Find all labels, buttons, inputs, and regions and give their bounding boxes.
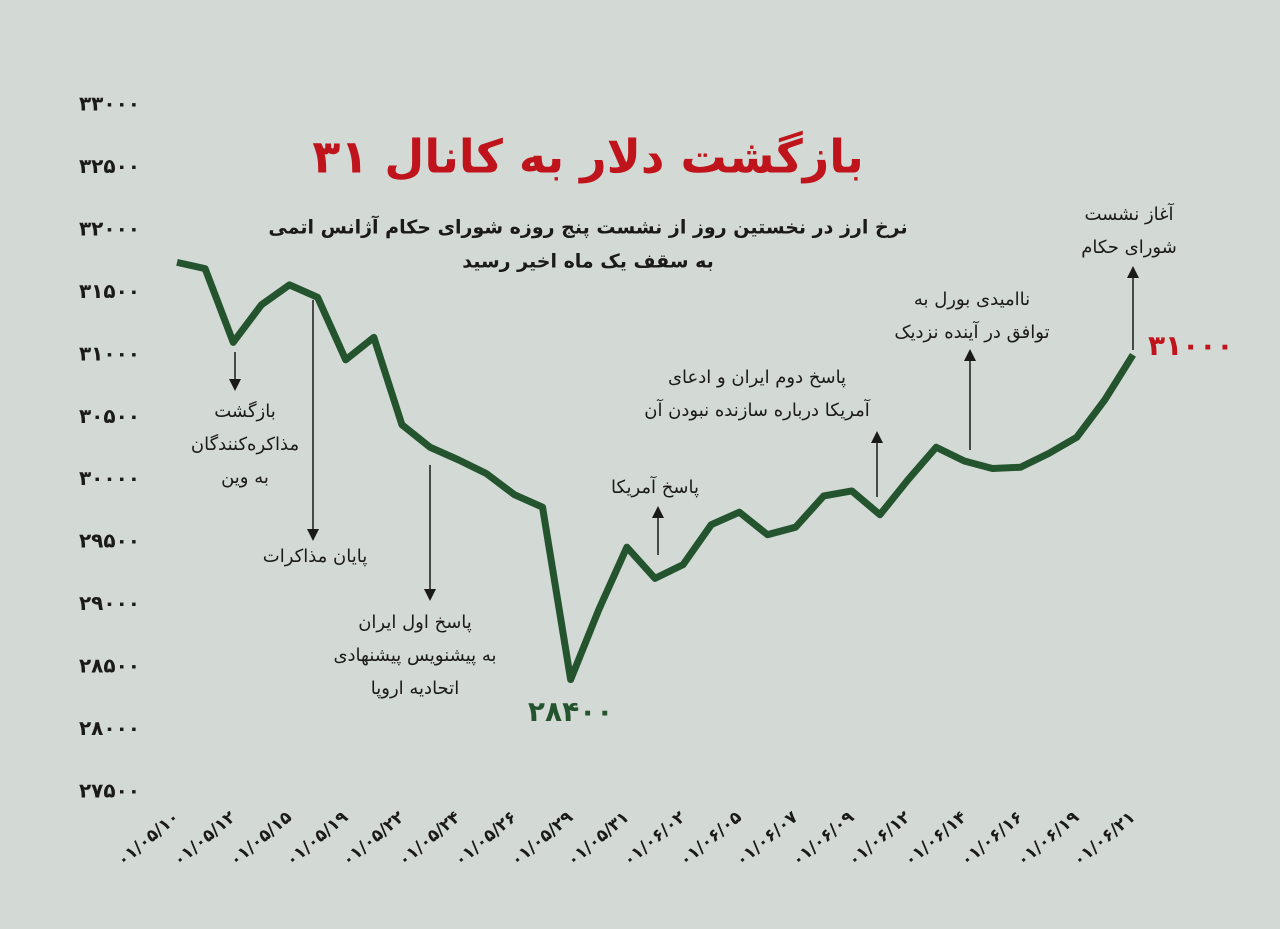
annotation: توافق در آینده نزدیک <box>894 320 1049 343</box>
annotation: شورای حکام <box>1081 237 1177 258</box>
y-tick-label: ۳۰۰۰۰ <box>79 466 140 490</box>
annotation: مذاکره‌کنندگان <box>191 433 299 455</box>
chart-subtitle: به سقف یک ماه اخیر رسید <box>462 251 714 273</box>
value-label: ۲۸۴۰۰ <box>528 695 613 728</box>
annotation: اتحادیه اروپا <box>371 678 459 699</box>
y-tick-label: ۳۲۰۰۰ <box>79 216 140 240</box>
annotation: پاسخ آمریکا <box>611 475 699 498</box>
annotation: به وین <box>221 467 269 488</box>
y-tick-label: ۲۹۵۰۰ <box>79 529 140 553</box>
annotation: آمریکا درباره سازنده نبودن آن <box>644 398 871 421</box>
annotation: پاسخ دوم ایران و ادعای <box>668 367 846 388</box>
y-tick-label: ۲۷۵۰۰ <box>79 779 140 803</box>
annotation: پایان مذاکرات <box>263 546 367 567</box>
chart-subtitle: نرخ ارز در نخستین روز از نشست پنج روزه ش… <box>268 215 907 239</box>
y-tick-label: ۲۹۰۰۰ <box>79 591 140 615</box>
annotation: آغاز نشست <box>1084 202 1174 225</box>
y-tick-label: ۳۱۵۰۰ <box>79 279 140 303</box>
y-tick-label: ۳۲۵۰۰ <box>79 154 140 178</box>
y-tick-label: ۳۰۵۰۰ <box>79 404 140 428</box>
annotation: به پیشنویس پیشنهادی <box>333 645 496 666</box>
chart-title: بازگشت دلار به کانال ۳۱ <box>312 130 864 184</box>
data-line <box>176 258 1136 684</box>
annotation: پاسخ اول ایران <box>358 612 472 633</box>
annotation: ناامیدی بورل به <box>914 289 1030 310</box>
annotation: بازگشت <box>214 400 276 422</box>
y-tick-label: ۲۸۵۰۰ <box>79 654 140 678</box>
y-tick-label: ۳۳۰۰۰ <box>79 92 140 116</box>
value-label: ۳۱۰۰۰ <box>1148 329 1233 362</box>
y-tick-label: ۳۱۰۰۰ <box>79 341 140 365</box>
y-tick-label: ۲۸۰۰۰ <box>79 716 140 740</box>
